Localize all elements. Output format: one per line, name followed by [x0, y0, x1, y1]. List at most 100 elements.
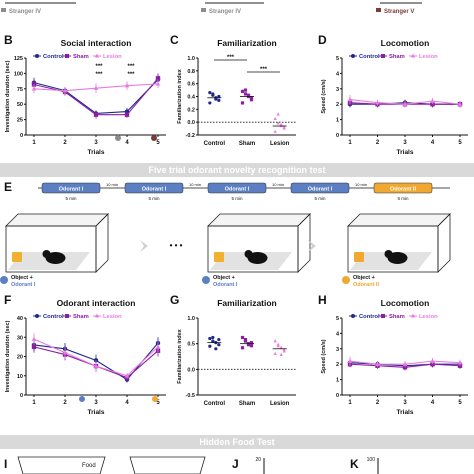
data-point-sham	[240, 346, 245, 350]
data-point-sham	[249, 96, 254, 100]
data-point-control	[208, 344, 212, 348]
timeline-trial-label: Odorant I	[59, 187, 84, 193]
arena-1	[0, 213, 109, 284]
y-tick-label: 100	[14, 71, 23, 77]
y-tick-label: 30	[17, 335, 23, 341]
panel-letter-e: E	[4, 180, 12, 194]
legend-marker-control	[35, 54, 39, 58]
arena-side	[297, 213, 311, 273]
x-tick-label: 5	[458, 400, 462, 406]
x-tick-label: 4	[431, 140, 435, 146]
arena-label-line1: Object +	[213, 275, 235, 281]
data-point-sham	[155, 76, 161, 81]
data-point-lesion	[62, 87, 68, 93]
timeline-gap: 10 min	[355, 182, 367, 187]
data-point-lesion	[31, 86, 37, 91]
timeline-trial-label: Odorant I	[225, 187, 250, 193]
x-tick-label: 5	[458, 140, 462, 146]
legend-marker-control	[351, 314, 355, 318]
timeline-trial-box	[373, 182, 433, 194]
mouse-head-icon	[244, 250, 253, 258]
y-tick-label: 40	[17, 316, 23, 322]
data-point-sham	[246, 343, 251, 347]
y-tick-label: 0.4	[187, 95, 196, 101]
y-tick-label: 0.0	[187, 120, 195, 126]
legend-label-lesion: Lesion	[419, 314, 438, 320]
y-tick-label: 3	[336, 87, 339, 93]
panel-letter-i: I	[4, 457, 7, 471]
panel-letter-h: H	[318, 293, 327, 307]
y-tick-label: 0	[20, 133, 23, 139]
y-tick-label: 20	[255, 457, 261, 463]
stranger-swatch	[201, 8, 206, 12]
data-point-lesion	[430, 98, 435, 103]
arrow-icon	[308, 240, 316, 252]
chart-h: Speed (cm/s)	[321, 317, 468, 396]
arena-top	[347, 213, 451, 227]
timeline-duration: 5 min	[397, 196, 409, 201]
arena-top	[207, 213, 311, 227]
category-label: Control	[204, 401, 226, 407]
data-point-lesion	[124, 83, 130, 88]
data-point-sham	[249, 98, 254, 102]
x-tick-label: 1	[348, 140, 352, 146]
data-point-control	[217, 337, 221, 342]
odorant-icon	[202, 276, 210, 284]
data-point-control	[211, 335, 215, 340]
y-tick-label: 0.0	[187, 367, 195, 373]
mouse-icon	[247, 252, 268, 264]
data-point-sham	[124, 112, 130, 117]
legend-marker-lesion	[411, 53, 415, 58]
category-label: Lesion	[270, 141, 290, 147]
x-axis-label: Trials	[88, 149, 105, 156]
banner-food: Hidden Food Test	[0, 435, 474, 449]
stranger-swatch	[376, 8, 381, 12]
data-point-lesion	[276, 112, 280, 116]
data-point-lesion	[279, 352, 283, 357]
y-tick-label: 0.2	[187, 107, 195, 113]
x-tick-label: 4	[431, 400, 435, 406]
data-point-lesion	[282, 349, 286, 353]
legend-label-control: Control	[43, 314, 64, 320]
legend-label-sham: Sham	[73, 314, 89, 320]
y-tick-label: 5	[336, 316, 339, 322]
y-tick-label: 2	[336, 102, 339, 108]
y-axis-label: Familiarization index	[177, 328, 183, 383]
arrow-icon	[140, 240, 148, 252]
data-point-control	[211, 92, 215, 96]
x-tick-label: 3	[94, 400, 98, 406]
mouse-icon	[45, 252, 66, 264]
chart-d: Speed (cm/s)	[321, 57, 468, 136]
data-point-control	[214, 97, 218, 101]
data-point-lesion	[93, 363, 99, 368]
data-point-lesion	[273, 129, 277, 133]
odorant-icon	[0, 276, 8, 284]
legend-marker-sham	[381, 54, 385, 58]
panel-letter-f: F	[4, 293, 11, 307]
timeline-trial-box	[290, 182, 350, 194]
stranger-marker-icon	[115, 135, 121, 141]
data-point-lesion	[273, 116, 277, 121]
y-tick-label: 1	[336, 118, 339, 124]
timeline-gap: 10 min	[272, 182, 284, 187]
data-point-lesion	[273, 351, 277, 356]
data-point-lesion	[276, 121, 280, 125]
y-tick-label: 2	[336, 362, 339, 368]
y-tick-label: 100	[367, 457, 376, 463]
y-tick-label: 1.0	[187, 56, 195, 62]
x-tick-label: 1	[32, 400, 36, 406]
arena-label-line2: Odorant I	[11, 282, 36, 288]
ellipsis-label: • • •	[170, 241, 183, 250]
panel-letter-k: K	[350, 457, 359, 471]
arena-label-line1: Object +	[11, 275, 33, 281]
data-point-control	[211, 339, 215, 343]
legend-label-sham: Sham	[389, 54, 405, 60]
arena-label-line2: Odorant I	[213, 282, 238, 288]
data-point-control	[208, 101, 212, 105]
stranger-marker-icon	[151, 135, 157, 141]
legend-label-control: Control	[359, 314, 380, 320]
timeline-trial-box	[124, 182, 184, 194]
timeline-gap: 10 min	[189, 182, 201, 187]
arena-side	[95, 213, 109, 273]
chart-title: Familiarization	[217, 298, 277, 308]
